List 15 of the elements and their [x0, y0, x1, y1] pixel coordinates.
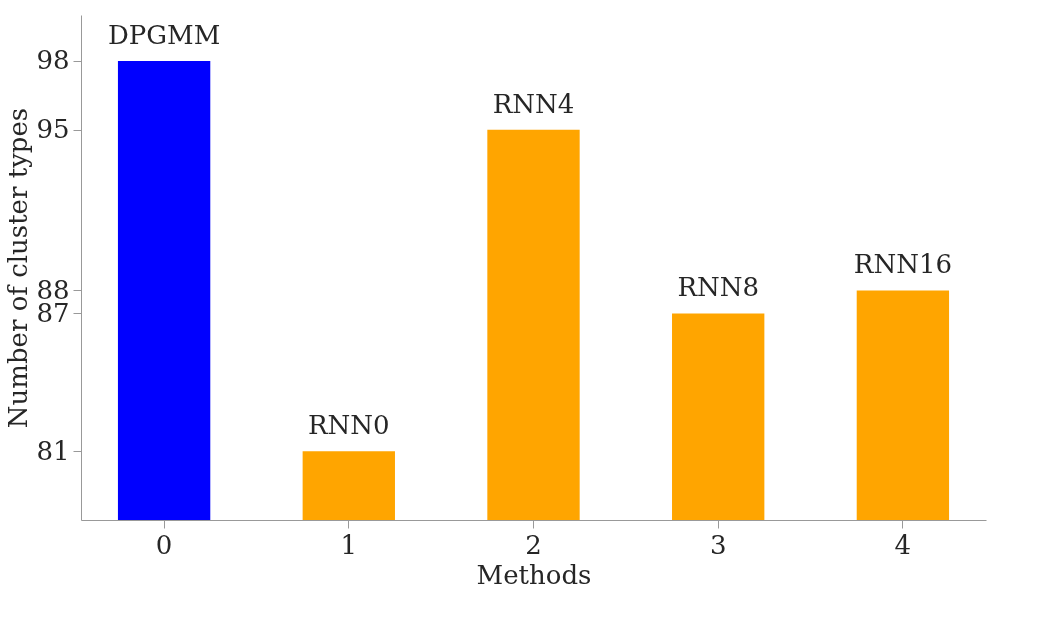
- x-axis-title: Methods: [476, 559, 592, 590]
- annotation: RNN8: [677, 272, 760, 303]
- x-tick-label: 3: [709, 529, 727, 560]
- x-tick-label: 1: [340, 529, 358, 560]
- annotation: RNN4: [492, 88, 575, 119]
- y-tick-label: 81: [36, 435, 70, 466]
- y-axis-title: Number of cluster types: [3, 107, 34, 429]
- y-tick-label: 95: [36, 114, 70, 145]
- annotation: RNN0: [307, 410, 390, 441]
- x-tick-label: 0: [155, 529, 173, 560]
- annotation: DPGMM: [107, 19, 221, 50]
- annotation: RNN16: [853, 249, 952, 280]
- x-tick-label: 4: [894, 529, 912, 560]
- x-tick-label: 2: [525, 529, 542, 560]
- y-tick-label: 98: [36, 45, 70, 76]
